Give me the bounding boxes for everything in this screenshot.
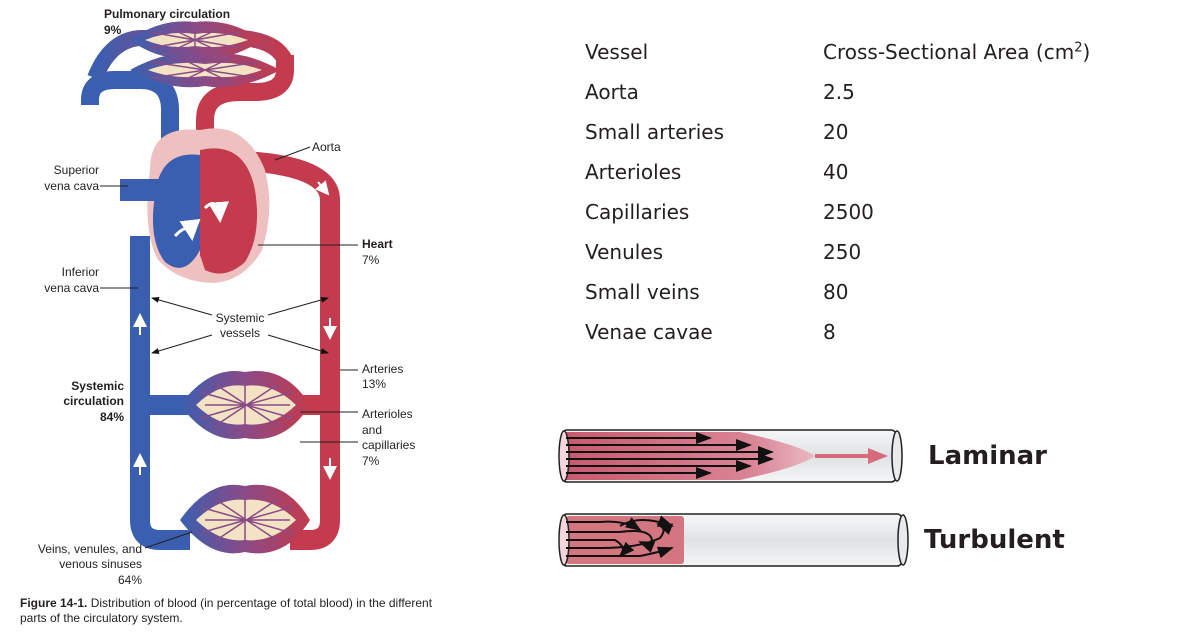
header-vessel: Vessel [585,40,649,64]
systemic-circ-label-1: Systemic [71,379,124,393]
vessel-name: Arterioles [585,160,682,184]
pulmonary-vein [196,55,294,175]
veins-pct: 64% [118,573,142,587]
aorta-label: Aorta [312,140,341,154]
ivc-label-2: vena cava [44,281,99,295]
figure-caption: Figure 14-1. Distribution of blood (in p… [20,596,440,626]
systemic-vessels-label-2: vessels [220,326,260,340]
systemic-veins [130,236,190,550]
veins-label-1: Veins, venules, and [38,542,142,556]
turbulent-label: Turbulent [924,525,1065,555]
vessel-name: Venae cavae [585,320,713,344]
vessel-area: 2.5 [823,80,855,104]
laminar-tube [558,429,903,483]
systemic-circ-label-2: circulation [63,394,124,408]
vessel-name: Small veins [585,280,700,304]
systemic-capillary-bed-lower [180,484,310,554]
vessel-area: 8 [823,320,836,344]
pulmonary-artery [81,71,179,205]
vessel-name: Aorta [585,80,639,104]
heart-label: Heart [362,237,393,251]
pulmonary-title: Pulmonary circulation [104,7,230,21]
pulmonary-pct: 9% [104,23,122,37]
vessel-name: Venules [585,240,664,264]
vessel-name: Small arteries [585,120,725,144]
heart [147,128,270,283]
arterioles-label-1: Arterioles [362,407,413,421]
header-area: Cross-Sectional Area (cm2) [823,40,1091,64]
vessel-name: Capillaries [585,200,690,224]
systemic-circ-pct: 84% [100,410,124,424]
pulmonary-capillary-bed [130,21,280,88]
ivc-label-1: Inferior [62,265,99,279]
leader-lines [100,146,358,549]
caption-text: Distribution of blood (in percentage of … [20,596,433,625]
vessel-area: 20 [823,120,849,144]
vessel-area: 80 [823,280,849,304]
diagram-labels: Pulmonary circulation 9% Aorta Superior … [38,7,415,587]
arteries-label: Arteries [362,362,403,376]
svc-label-2: vena cava [44,179,99,193]
arterioles-label-3: capillaries [362,438,415,452]
arterioles-label-2: and [362,423,382,437]
systemic-capillary-bed-upper [180,370,310,440]
turbulent-tube [558,513,909,567]
svc-label-1: Superior [54,163,99,177]
flow-arrows [133,180,337,480]
arteries-pct: 13% [362,377,386,391]
systemic-vessels-label-1: Systemic [216,311,265,325]
arterioles-pct: 7% [362,454,380,468]
laminar-label: Laminar [928,441,1047,471]
veins-label-2: venous sinuses [59,557,142,571]
vessel-area: 40 [823,160,849,184]
heart-pct: 7% [362,253,380,267]
vessel-area: 250 [823,240,862,264]
caption-label: Figure 14-1. [20,596,88,610]
vessel-area: 2500 [823,200,874,224]
